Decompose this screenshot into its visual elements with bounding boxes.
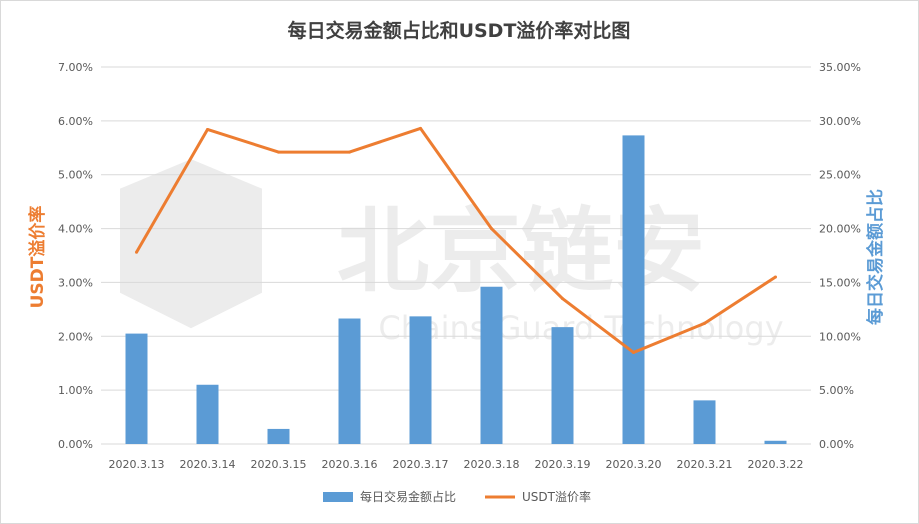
- right-tick-label: 0.00%: [819, 438, 854, 451]
- x-tick-label: 2020.3.14: [180, 458, 236, 471]
- line-point: [277, 150, 280, 154]
- line-point: [774, 275, 777, 279]
- right-tick-label: 35.00%: [819, 61, 861, 74]
- left-tick-label: 1.00%: [58, 384, 93, 397]
- x-tick-label: 2020.3.15: [251, 458, 307, 471]
- right-tick-label: 25.00%: [819, 169, 861, 182]
- legend-label-bar: 每日交易金额占比: [360, 489, 456, 504]
- series-line: [135, 126, 777, 354]
- left-tick-label: 3.00%: [58, 276, 93, 289]
- line-series: [135, 126, 777, 354]
- bar: [409, 316, 432, 444]
- watermark: 北京链安 Chains Guard Technology: [120, 159, 784, 347]
- watermark-logo-icon: [120, 159, 262, 329]
- left-tick-label: 7.00%: [58, 61, 93, 74]
- left-tick-label: 2.00%: [58, 330, 93, 343]
- line-point: [135, 250, 138, 254]
- line-point: [632, 350, 635, 354]
- line-point: [561, 297, 564, 301]
- right-tick-label: 30.00%: [819, 115, 861, 128]
- x-tick-label: 2020.3.22: [748, 458, 804, 471]
- chart-title: 每日交易金额占比和USDT溢价率对比图: [288, 19, 631, 42]
- right-tick-label: 15.00%: [819, 276, 861, 289]
- bar: [764, 440, 787, 444]
- legend-label-line: USDT溢价率: [522, 489, 591, 504]
- watermark-en: Chains Guard Technology: [378, 309, 783, 347]
- bar: [551, 327, 574, 444]
- x-tick-label: 2020.3.20: [606, 458, 662, 471]
- right-tick-label: 5.00%: [819, 384, 854, 397]
- left-tick-label: 5.00%: [58, 169, 93, 182]
- legend: 每日交易金额占比 USDT溢价率: [323, 489, 591, 504]
- bar: [693, 400, 716, 444]
- line-point: [348, 150, 351, 154]
- x-axis-ticks: 2020.3.13 2020.3.14 2020.3.15 2020.3.16 2020…: [109, 458, 804, 471]
- legend-swatch-bar: [323, 492, 353, 502]
- right-tick-label: 20.00%: [819, 223, 861, 236]
- line-point: [419, 126, 422, 130]
- left-axis-title: USDT溢价率: [27, 206, 48, 309]
- left-axis-ticks: 0.00% 1.00% 2.00% 3.00% 4.00% 5.00% 6.00% 7.00%: [58, 61, 93, 451]
- line-point: [490, 227, 493, 231]
- x-tick-label: 2020.3.18: [464, 458, 520, 471]
- line-point: [206, 127, 209, 131]
- right-axis-title: 每日交易金额占比: [865, 189, 886, 325]
- bar: [480, 286, 503, 444]
- left-tick-label: 6.00%: [58, 115, 93, 128]
- bar: [196, 384, 219, 444]
- bar: [622, 135, 645, 445]
- watermark-cn: 北京链安: [337, 198, 705, 305]
- x-tick-label: 2020.3.16: [322, 458, 378, 471]
- bar-series: [125, 135, 787, 445]
- left-tick-label: 4.00%: [58, 223, 93, 236]
- bar: [338, 318, 361, 444]
- gridlines: [101, 66, 811, 445]
- x-tick-label: 2020.3.21: [677, 458, 733, 471]
- right-axis-ticks: 0.00% 5.00% 10.00% 15.00% 20.00% 25.00% 30.00%…: [819, 61, 861, 451]
- x-tick-label: 2020.3.13: [109, 458, 165, 471]
- right-tick-label: 10.00%: [819, 330, 861, 343]
- bar: [267, 428, 290, 444]
- left-tick-label: 0.00%: [58, 438, 93, 451]
- x-tick-label: 2020.3.19: [535, 458, 591, 471]
- line-point: [703, 321, 706, 325]
- bar: [125, 333, 148, 444]
- x-tick-label: 2020.3.17: [393, 458, 449, 471]
